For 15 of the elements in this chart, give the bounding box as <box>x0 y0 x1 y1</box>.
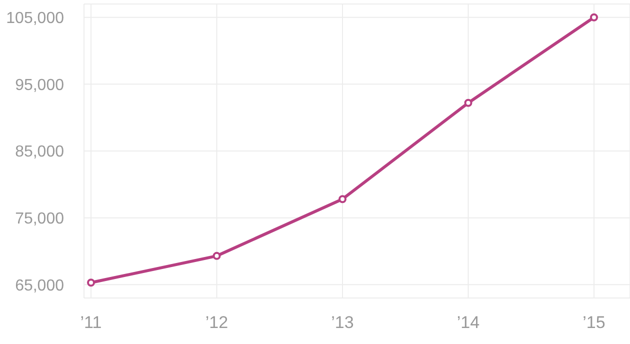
point <box>464 98 472 107</box>
point <box>212 252 221 260</box>
y-tick-label: 95,000 <box>15 76 64 94</box>
point <box>590 13 598 22</box>
y-tick-label: 85,000 <box>15 144 64 161</box>
point <box>87 278 95 287</box>
y-tick-label: 65,000 <box>15 277 64 294</box>
point <box>338 195 346 204</box>
x-tick-label: ’15 <box>582 313 606 332</box>
x-tick-label: ’14 <box>456 313 480 332</box>
x-tick-label: ’11 <box>80 313 102 332</box>
x-tick-label: ’13 <box>331 313 354 332</box>
x-tick-label: ’12 <box>205 313 228 332</box>
y-tick-label: 105,000 <box>6 10 64 28</box>
y-tick-label: 75,000 <box>15 210 64 228</box>
